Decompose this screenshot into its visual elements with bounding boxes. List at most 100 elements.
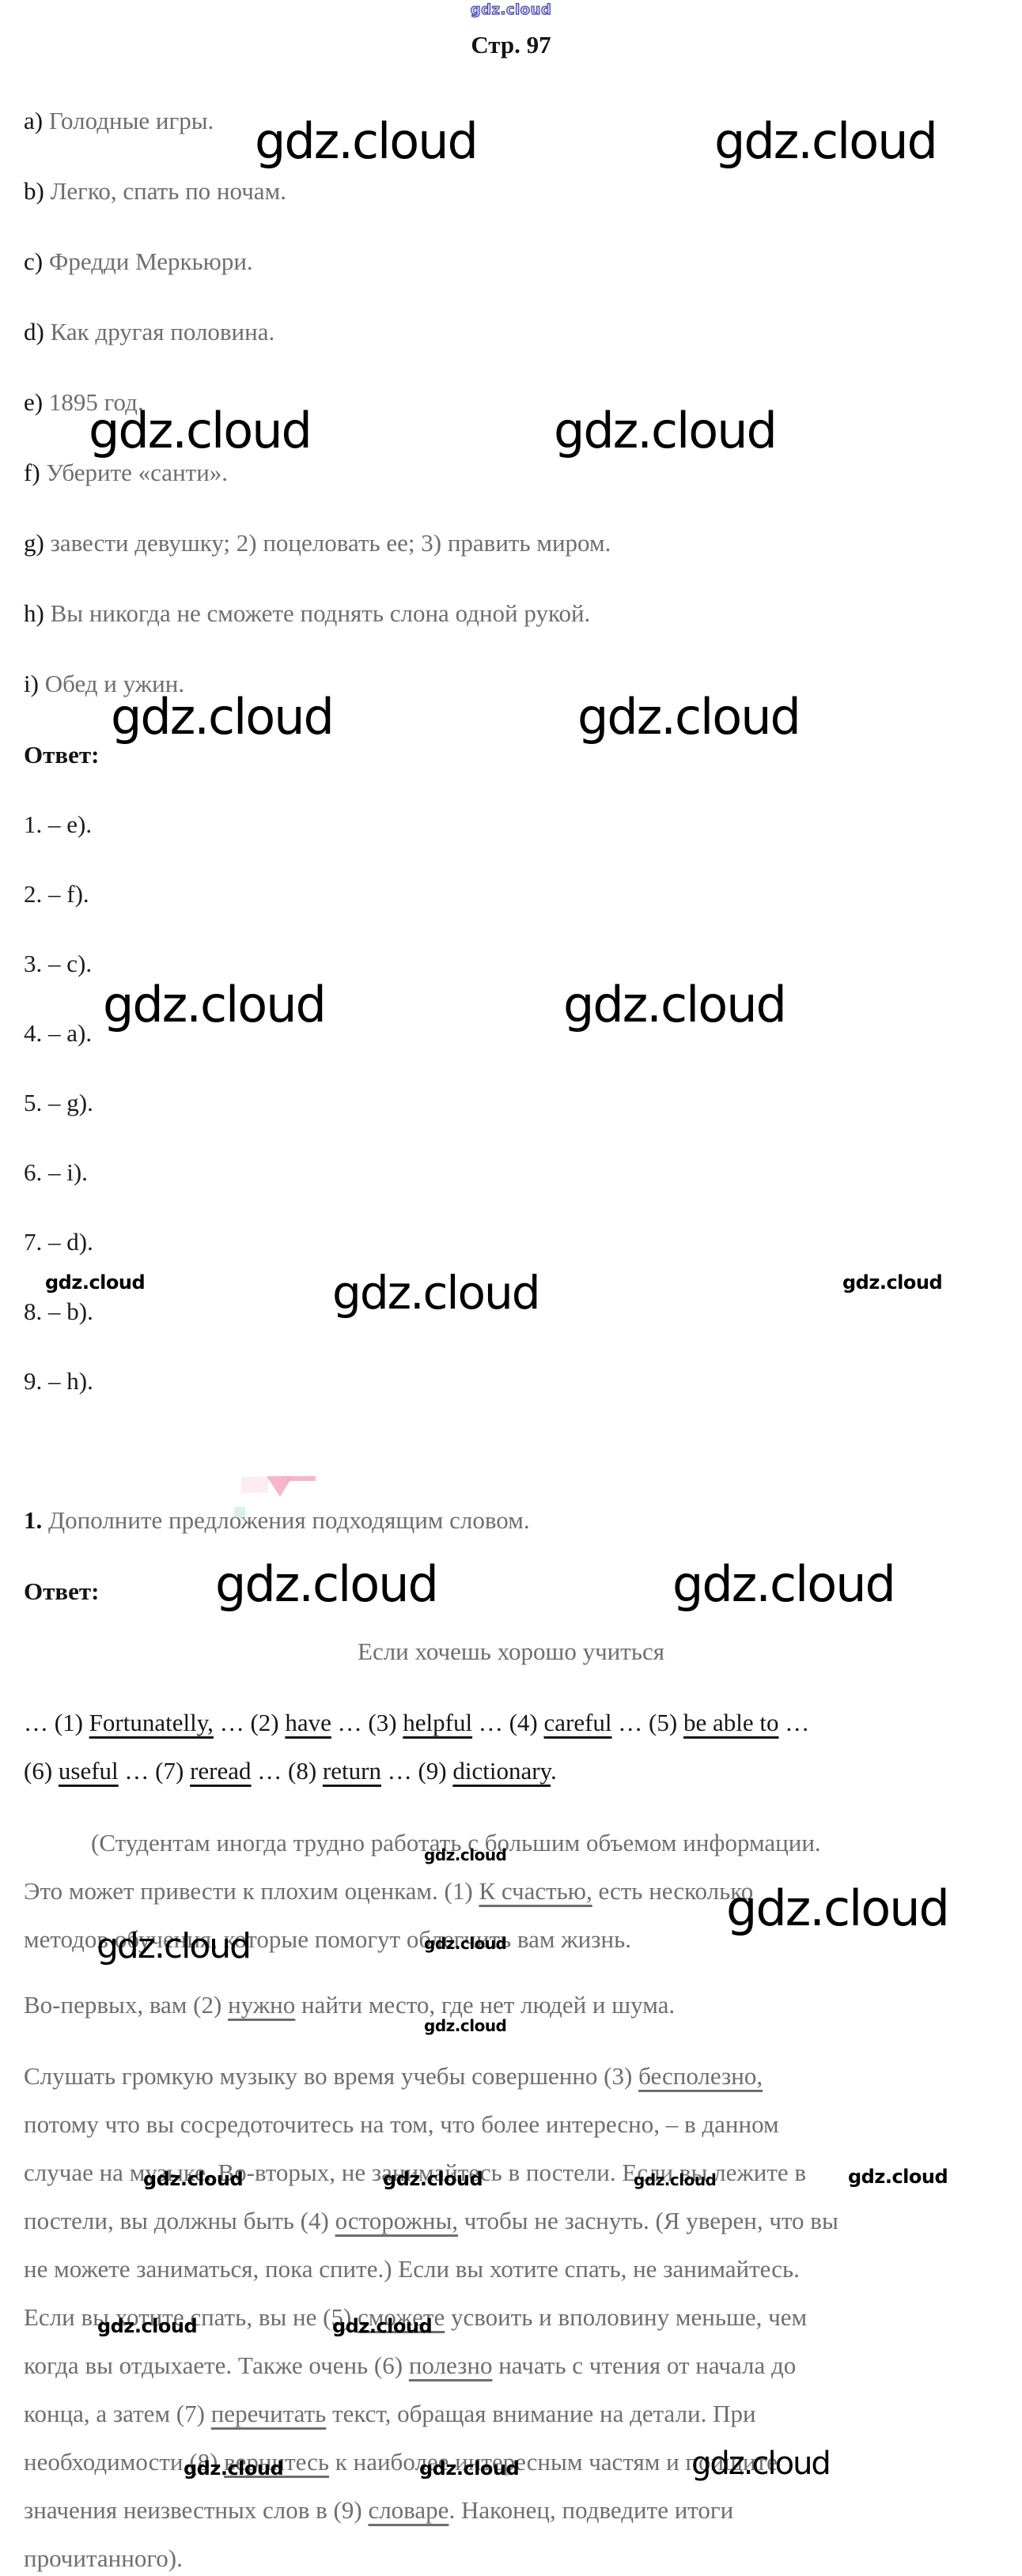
watermark: gdz.cloud [255,112,479,170]
paragraph-segment: значения неизвестных слов в (9) [24,2496,369,2524]
pink-marker-icon [241,1476,316,1497]
watermark: gdz.cloud [97,2315,198,2337]
paragraph-line: конца, а затем (7) перечитать текст, обр… [24,2389,998,2438]
paragraph-segment: сможете [358,2303,445,2331]
paragraph-segment: словаре [368,2496,449,2524]
watermark: gdz.cloud [45,1271,146,1294]
watermark: gdz.cloud [97,1926,252,1966]
matching-item-label: i) [24,670,45,697]
answer-item: 2. – f). [24,880,89,908]
watermark: gdz.cloud [143,2168,244,2190]
fill-segment: careful [543,1709,612,1736]
matching-item: d) Как другая половина. [24,316,998,348]
watermark: gdz.cloud [383,2168,483,2190]
paragraph-segment: чтобы не заснуть. (Я уверен, что вы [458,2207,838,2234]
paragraph-line: потому что вы сосредоточитесь на том, чт… [24,2100,998,2148]
paragraph-segment: постели, вы должны быть (4) [24,2207,335,2234]
paragraph-line: когда вы отдыхаете. Также очень (6) поле… [24,2341,998,2389]
paragraph-segment: потому что вы сосредоточитесь на том, чт… [24,2110,779,2138]
paragraph-segment: Во-первых, вам (2) [24,1991,229,2019]
paragraph-segment: Если вы хотите спать, вы не (5) [24,2303,358,2331]
watermark: gdz.cloud [554,402,778,459]
paragraph-line: не можете заниматься, пока спите.) Если … [24,2245,998,2293]
fill-segment: … (1) [24,1709,89,1736]
paragraph-line: значения неизвестных слов в (9) словаре.… [24,2486,998,2534]
matching-item-label: b) [24,177,51,205]
watermark: gdz.cloud [332,1266,541,1320]
matching-item: a) Голодные игры. [24,105,998,137]
paragraph-line: (Студентам иногда трудно работать с боль… [24,1819,998,1867]
answer-item: 3. – c). [24,950,93,977]
watermark: gdz.cloud [215,1555,439,1613]
matching-item-text: Легко, спать по ночам. [50,177,286,205]
fill-segment: … (5) [611,1709,683,1736]
paragraph-line: постели, вы должны быть (4) осторожны, ч… [24,2196,998,2245]
paragraph-segment: методов обучения, которые помогут облегч… [24,1925,631,1953]
paragraph-segment: К счастью, [479,1877,592,1905]
paragraph-segment: не можете заниматься, пока спите.) Если … [24,2255,800,2283]
paragraph-segment: (Студентам иногда трудно работать с боль… [91,1829,821,1856]
fill-segment: return [322,1757,381,1785]
matching-item-text: Уберите «санти». [46,459,229,486]
paragraph-segment: Это может привести к плохим оценкам. (1) [24,1877,479,1905]
answer-item: 4. – a). [24,1019,93,1047]
answer-item: 5. – g). [24,1089,93,1116]
matching-item-label: f) [24,459,47,486]
answer-item: 8. – b). [24,1297,93,1325]
paragraph-segment: к наиболее интересным частям и поищите [329,2448,778,2476]
matching-item-text: Фредди Меркьюри. [48,247,253,275]
answer-label: Ответ: [24,741,100,769]
matching-item-label: d) [24,318,51,346]
page-content: a) Голодные игры. b) Легко, спать по ноча… [0,105,1022,2576]
fill-segment: . [551,1757,557,1785]
matching-item-text: Как другая половина. [50,318,275,346]
matching-item-label: g) [24,529,51,557]
answer-item: 9. – h). [24,1367,93,1395]
answer-paragraph: (Студентам иногда трудно работать с боль… [24,1819,998,2576]
matching-item-text: завести девушку; 2) поцеловать ее; 3) пр… [50,529,611,557]
paragraph-line: Слушать громкую музыку во время учебы со… [24,2052,998,2100]
fill-segment: Fortunatelly, [89,1709,214,1736]
matching-item-text: Вы никогда не сможете поднять слона одно… [50,599,591,627]
pink-haze [241,1477,268,1493]
matching-item-label: e) [24,388,49,416]
fill-segment: dictionary [452,1757,551,1785]
paragraph-segment: прочитанного). [24,2544,183,2572]
matching-item-label: h) [24,599,51,627]
paragraph-segment: осторожны, [335,2207,459,2234]
fill-segment: useful [58,1757,119,1785]
green-marker [234,1507,245,1518]
watermark: gdz.cloud [470,1,552,18]
watermark: gdz.cloud [691,2446,831,2482]
matching-item-text: 1895 год. [48,388,144,416]
answer-item: 1. – e). [24,810,93,838]
matching-item-text: Голодные игры. [48,107,214,134]
matching-item: c) Фредди Меркьюри. [24,246,998,278]
watermark: gdz.cloud [714,112,938,170]
fill-segment: … (9) [380,1757,453,1785]
watermark: gdz.cloud [424,2016,507,2035]
matching-item: i) Обед и ужин. [24,668,998,700]
task-title: Дополните предложения подходящим словом. [42,1506,530,1534]
fill-segment: be able to [683,1709,779,1736]
task-number: 1. [24,1506,43,1534]
paragraph-segment: найти место, где нет людей и шума. [295,1991,676,2019]
paragraph-segment: конца, а затем (7) [24,2400,211,2427]
paragraph-segment: начать с чтения от начала до [492,2351,797,2379]
answer-item: 6. – i). [24,1158,88,1186]
answers-list: 1. – e). 2. – f). 3. – c). 4. – a). 5. – g).… [24,809,998,1397]
matching-item: b) Легко, спать по ночам. [24,176,998,207]
fill-line: … (1) Fortunatelly, … (2) have … (3) hel… [24,1707,998,1739]
paragraph-line: необходимости (8) вернитесь к наиболее и… [24,2438,998,2486]
watermark: gdz.cloud [419,2457,520,2480]
paragraph-segment: усвоить и вполовину меньше, чем [445,2303,808,2331]
paragraph-segment: вернитесь [224,2448,330,2476]
paragraph-segment: нужно [228,1991,296,2019]
paragraph-segment: когда вы отдыхаете. Также очень (6) [24,2351,409,2379]
matching-item-label: a) [24,107,49,134]
matching-item: e) 1895 год. [24,387,998,418]
watermark: gdz.cloud [726,1879,950,1937]
watermark: gdz.cloud [111,688,335,746]
paragraph-line: прочитанного). [24,2534,998,2576]
